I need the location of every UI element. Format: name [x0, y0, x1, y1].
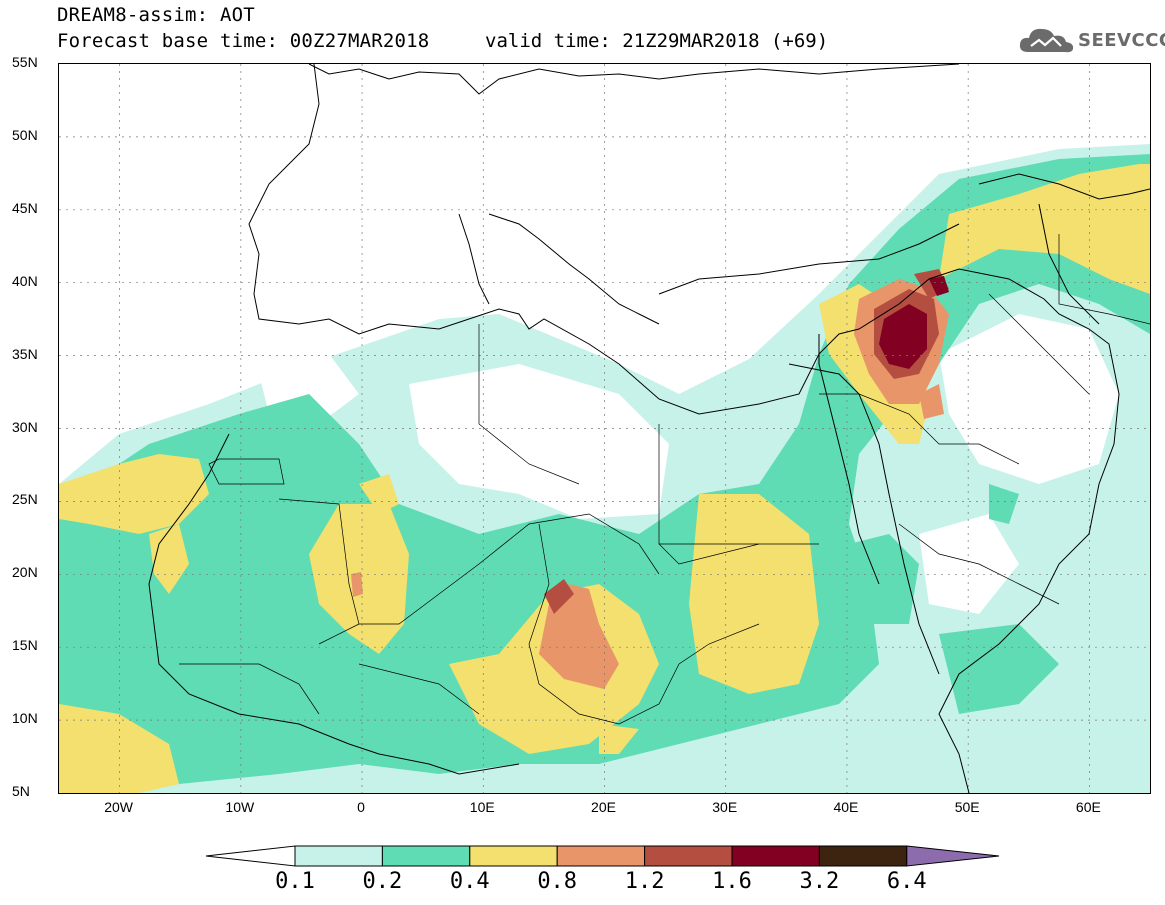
colorbar-segment	[381, 845, 471, 867]
latitude-label: 5N	[12, 783, 30, 799]
aot-clear-areas	[259, 314, 1119, 614]
longitude-label: 60E	[1075, 799, 1101, 815]
latitude-label: 20N	[12, 564, 38, 581]
colorbar-label: 0.4	[449, 869, 490, 894]
latitude-label: 40N	[12, 272, 38, 289]
cloud-icon	[1019, 28, 1074, 53]
latitude-label: 50N	[12, 126, 38, 143]
colorbar-label: 3.2	[799, 869, 840, 894]
forecast-base-time: Forecast base time: 00Z27MAR2018	[57, 30, 430, 52]
graticule	[59, 64, 1150, 793]
logo-text: SEEVCCC	[1078, 30, 1165, 51]
colorbar-label: 0.2	[362, 869, 403, 894]
longitude-label: 30E	[712, 799, 738, 815]
seevccc-logo: SEEVCCC	[1018, 24, 1165, 56]
aot-0-8-dot	[351, 572, 363, 597]
longitude-label: 50E	[954, 799, 980, 815]
longitude-label: 20E	[591, 799, 616, 815]
colorbar-segment	[818, 845, 908, 867]
colorbar-label: 1.6	[712, 869, 752, 894]
longitude-label: 10E	[469, 799, 495, 815]
colorbar-segment	[294, 845, 383, 867]
longitude-label: 10W	[225, 799, 255, 815]
colorbar-segment	[556, 845, 646, 867]
country-borders	[179, 234, 1150, 725]
latitude-label: 25N	[12, 491, 38, 508]
map-title: DREAM8-assim: AOT	[57, 4, 255, 26]
latitude-label: 55N	[12, 54, 38, 70]
aot-colorbar	[205, 845, 1000, 867]
aot-1-6-areas	[879, 276, 949, 369]
latitude-label: 10N	[12, 710, 38, 727]
latitude-label: 15N	[12, 637, 38, 654]
valid-time: valid time: 21Z29MAR2018 (+69)	[485, 30, 829, 52]
latitude-label: 45N	[12, 199, 38, 216]
latitude-label: 30N	[12, 418, 38, 435]
aot-map	[59, 64, 1150, 793]
map-panel	[58, 63, 1151, 794]
colorbar-label: 6.4	[886, 869, 927, 894]
colorbar-label: 0.1	[275, 869, 315, 894]
latitude-label: 35N	[12, 345, 38, 362]
longitude-label: 0	[357, 799, 365, 815]
colorbar-segment	[644, 845, 733, 867]
colorbar-arrow-low	[205, 845, 296, 867]
colorbar-label: 0.8	[537, 869, 578, 894]
colorbar-segment	[469, 845, 558, 867]
longitude-label: 40E	[833, 799, 859, 815]
longitude-label: 20W	[104, 799, 134, 815]
colorbar-arrow-high	[906, 845, 1000, 867]
colorbar-segment	[731, 845, 820, 867]
colorbar-label: 1.2	[624, 869, 665, 894]
